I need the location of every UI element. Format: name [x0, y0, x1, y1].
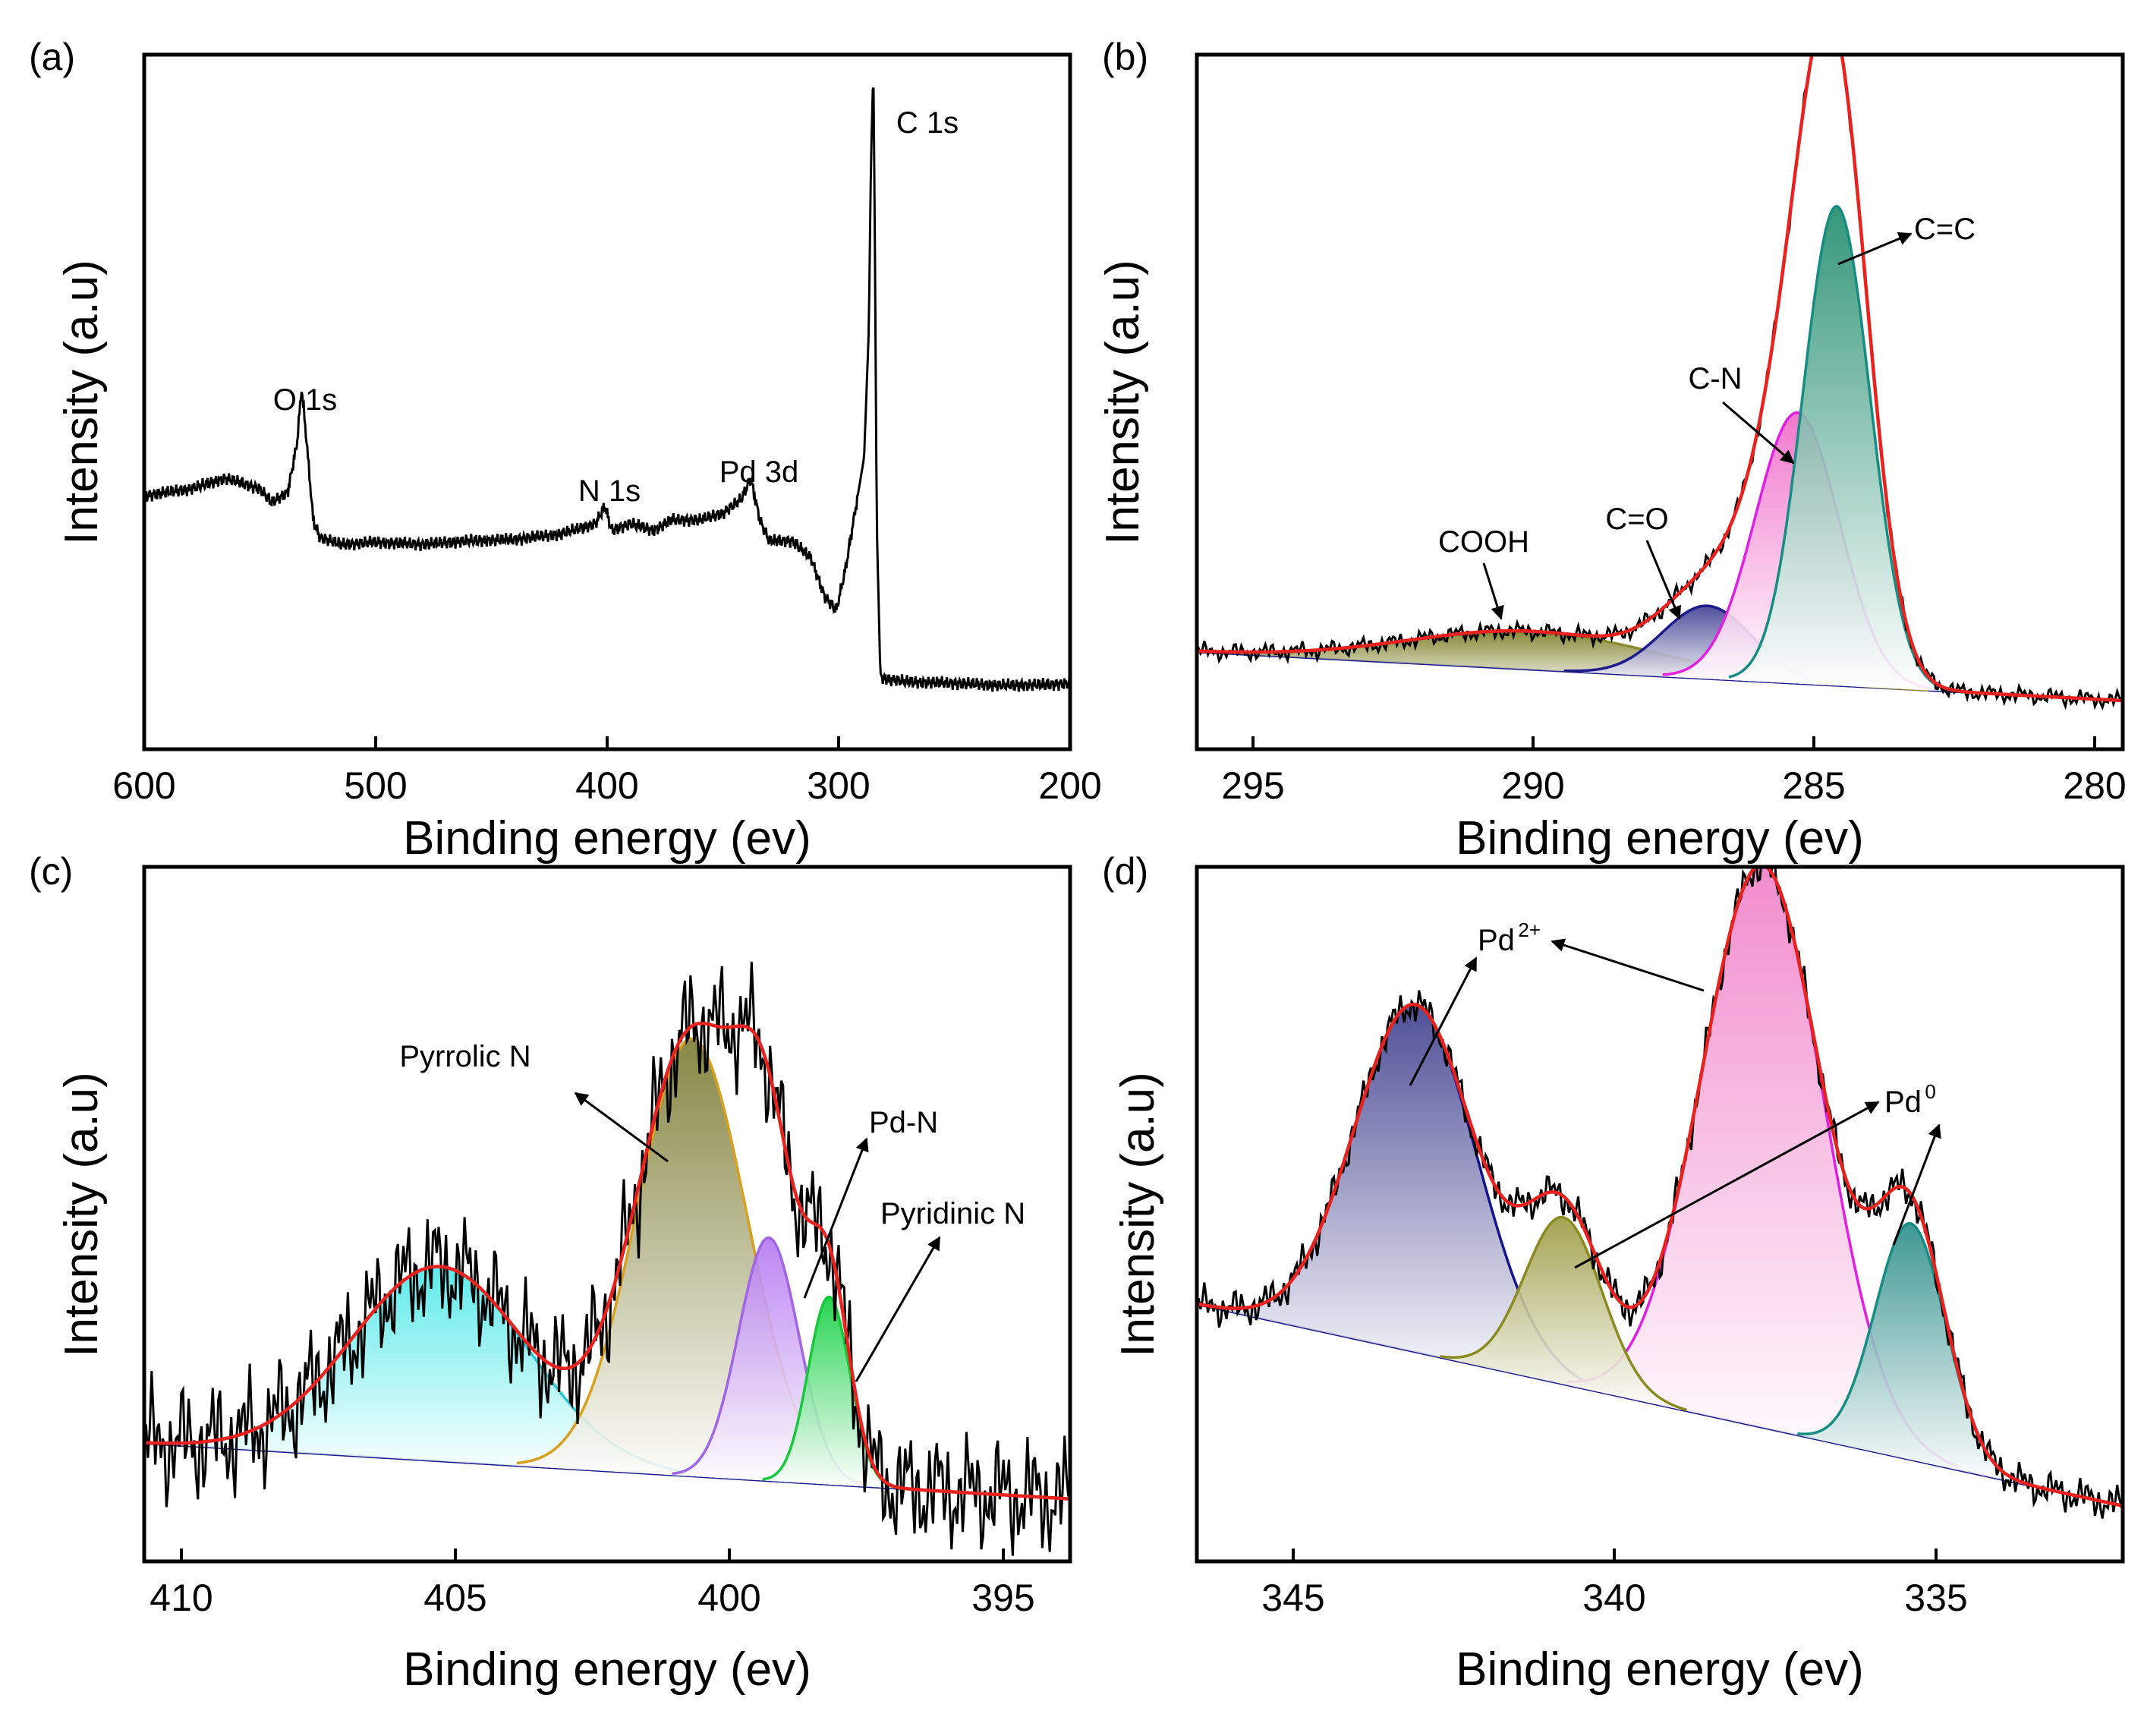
annotation-cooh: COOH: [1438, 525, 1529, 559]
arrow-cooh: [1482, 562, 1504, 620]
panel-b-xtick-label: 295: [1221, 764, 1284, 807]
arrow-pyridinic-n: [855, 1236, 941, 1382]
panel-a-xlabel: Binding energy (ev): [403, 812, 811, 865]
annotation-pd2plus: Pd 2+: [1478, 918, 1541, 957]
panel-a: (a) 600 500 400 300 200 Binding energy (…: [29, 36, 1102, 865]
panel-b-xlabel: Binding energy (ev): [1456, 812, 1864, 865]
fit-envelope-line: [144, 1021, 1070, 1501]
annotation-cc: C=C: [1914, 213, 1976, 246]
raw-spectrum-line: [144, 961, 1070, 1556]
annotation-c1s: C 1s: [896, 106, 959, 140]
panel-d-label: (d): [1102, 850, 1148, 893]
arrow-pd0-right: [1892, 1123, 1941, 1246]
annotation-n1s: N 1s: [578, 474, 641, 508]
arrow-pd-n: [803, 1137, 869, 1299]
annotation-pyridinic-n: Pyridinic N: [880, 1197, 1025, 1230]
panel-b-label: (b): [1102, 36, 1148, 78]
raw-spectrum-line: [1197, 55, 2123, 710]
panel-d-xticks: 345 340 335: [1261, 1549, 1968, 1619]
panel-a-label: (a): [29, 36, 75, 78]
panel-a-xticks: 600 500 400 300 200: [112, 736, 1102, 807]
arrow-pyrrolic-n: [574, 1092, 669, 1163]
annotation-pd0: Pd 0: [1884, 1080, 1936, 1119]
panel-a-xtick-label: 200: [1038, 764, 1101, 807]
annotation-pd-n: Pd-N: [869, 1106, 938, 1139]
arrow-cn: [1722, 401, 1795, 465]
panel-d-series: [1197, 867, 2123, 1519]
panel-d: (d) 345 340 335 Binding energy (ev) Inte…: [1102, 850, 2125, 1696]
panel-b-ylabel: Intensity (a.u): [1097, 260, 1149, 545]
panel-b-series: [1197, 55, 2123, 710]
annotation-pd0-sup: 0: [1925, 1080, 1935, 1103]
panel-d-xtick-label: 345: [1261, 1577, 1324, 1619]
panel-a-xtick-label: 600: [112, 764, 175, 807]
panel-c-xtick-label: 405: [423, 1577, 486, 1619]
survey-spectrum-line: [144, 87, 1070, 692]
panel-d-xtick-label: 335: [1904, 1577, 1967, 1619]
component-area-pd2-: [1220, 1004, 1611, 1395]
panel-c-xtick-label: 395: [971, 1577, 1034, 1619]
fit-envelope-line: [1197, 55, 2123, 703]
fit-envelope-line: [1197, 867, 2123, 1508]
panel-c-xticks: 410 405 400 395: [150, 1549, 1035, 1619]
component-area-pd0: [1797, 1223, 2024, 1485]
annotation-pd2plus-sup: 2+: [1518, 918, 1541, 941]
component-area-pd0: [1440, 1217, 1687, 1411]
panel-a-xtick-label: 500: [344, 764, 407, 807]
arrow-pd0-left: [1574, 1101, 1880, 1269]
panel-c-xtick-label: 400: [697, 1577, 760, 1619]
panel-c-label: (c): [29, 850, 73, 893]
panel-b-xtick-label: 280: [2063, 764, 2126, 807]
panel-c: (c) 410 405 400 395 Binding energy (ev) …: [29, 850, 1072, 1696]
panel-b: (b) 295 290 285 280 Binding energy (ev) …: [1097, 36, 2127, 865]
panel-a-series: [144, 87, 1070, 692]
panel-d-frame: [1195, 865, 2125, 1564]
annotation-o1s: O 1s: [273, 383, 337, 417]
component-line-pd0: [1439, 1215, 1688, 1412]
component-line-c-c: [1728, 204, 1945, 690]
panel-b-frame: [1195, 52, 2125, 751]
component-area-pd2-: [1567, 867, 1959, 1470]
panel-c-xlabel: Binding energy (ev): [403, 1643, 811, 1696]
panel-a-xtick-label: 300: [807, 764, 870, 807]
panel-b-xtick-label: 290: [1501, 764, 1564, 807]
panel-b-xtick-label: 285: [1782, 764, 1845, 807]
panel-c-ylabel: Intensity (a.u): [55, 1072, 108, 1357]
panel-a-ylabel: Intensity (a.u): [55, 260, 108, 545]
annotation-co: C=O: [1605, 503, 1668, 536]
annotation-pyrrolic-n: Pyrrolic N: [399, 1040, 530, 1073]
component-area-c-c: [1728, 206, 1944, 692]
panel-d-xlabel: Binding energy (ev): [1456, 1643, 1864, 1696]
arrow-cc: [1837, 232, 1913, 266]
annotation-pd3d: Pd 3d: [719, 455, 799, 489]
panel-a-xtick-label: 400: [575, 764, 638, 807]
annotation-pd0-base: Pd: [1884, 1085, 1922, 1119]
annotation-pd2plus-base: Pd: [1478, 924, 1515, 957]
panel-b-xticks: 295 290 285 280: [1221, 736, 2127, 807]
panel-c-xtick-label: 410: [150, 1577, 213, 1619]
panel-c-series: [144, 961, 1070, 1556]
annotation-cn: C-N: [1688, 362, 1742, 395]
arrow-co: [1645, 540, 1682, 620]
arrow-pd2plus-right: [1551, 938, 1705, 992]
panel-c-frame: [142, 865, 1072, 1564]
panel-d-xtick-label: 340: [1582, 1577, 1645, 1619]
panel-d-ylabel: Intensity (a.u): [1112, 1072, 1164, 1357]
arrow-pd2plus-left: [1409, 956, 1478, 1086]
